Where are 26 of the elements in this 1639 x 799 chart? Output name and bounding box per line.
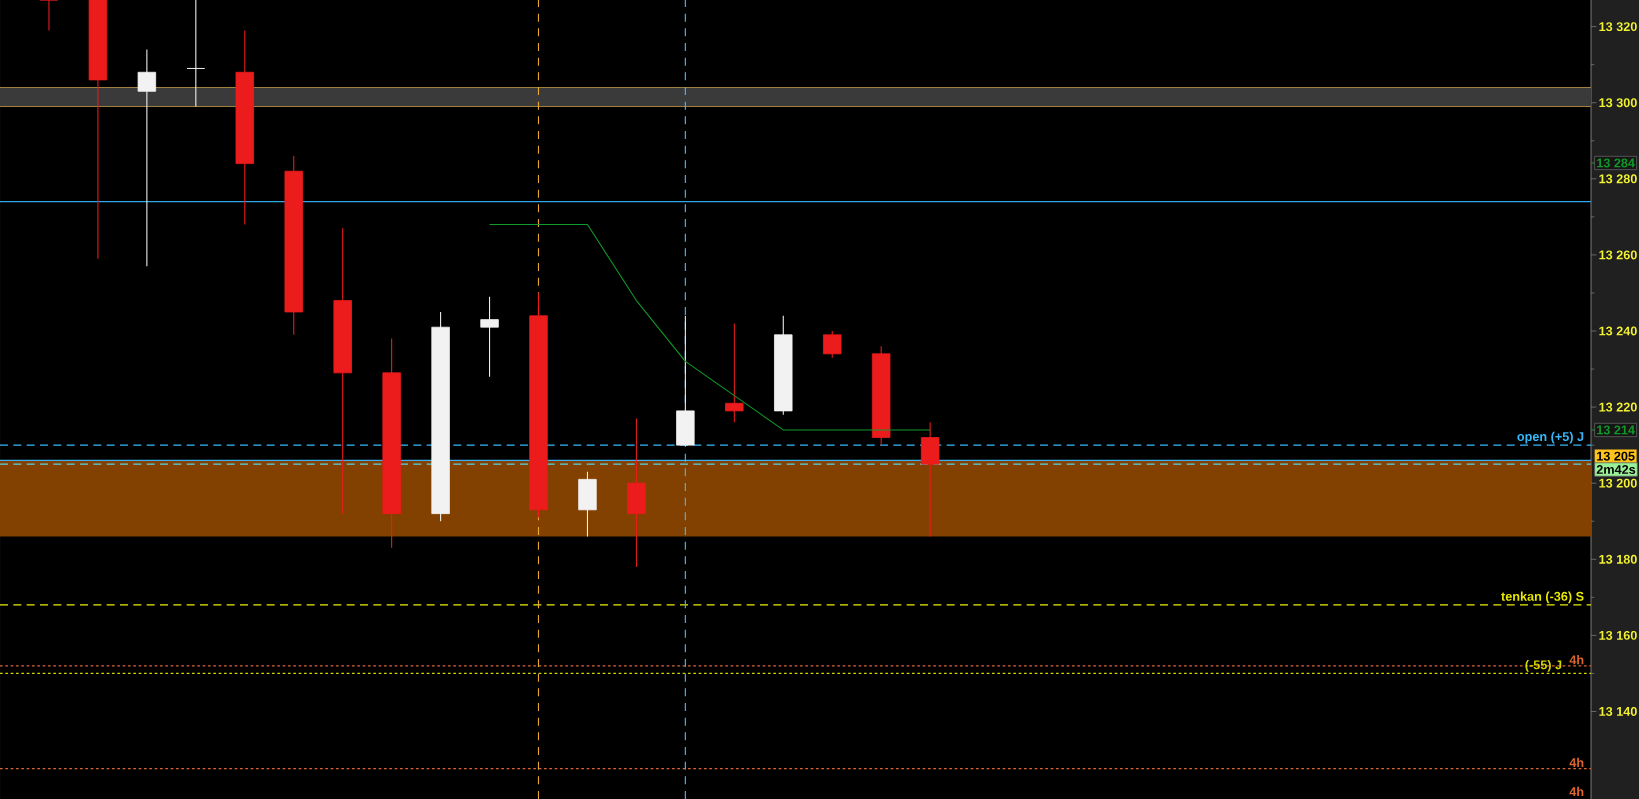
y-tick-label: 13 200 xyxy=(1599,478,1637,488)
candlestick xyxy=(725,322,744,423)
text: 13 214 xyxy=(1597,425,1635,435)
y-tick-label: 13 160 xyxy=(1599,630,1637,640)
text: 13 284 xyxy=(1597,158,1635,168)
y-tick-label: 13 280 xyxy=(1599,174,1637,184)
candlestick xyxy=(39,0,59,31)
candlestick xyxy=(823,330,842,359)
ref-line-label: 4h xyxy=(1569,655,1584,665)
ref-line-label: 13 205 xyxy=(1597,451,1635,461)
candlestick xyxy=(480,296,499,378)
y-tick-label: 13 240 xyxy=(1599,326,1637,336)
ref-line-label: (-55) J xyxy=(1525,660,1562,672)
candlestick xyxy=(137,48,157,267)
y-tick-label: 13 320 xyxy=(1599,22,1637,32)
y-tick-label: 13 220 xyxy=(1599,402,1637,412)
ref-line-label: tenkan (-36) S xyxy=(1501,591,1584,604)
ref-line-label: open (+5) J xyxy=(1517,431,1584,444)
y-tick-label: 13 180 xyxy=(1599,554,1637,564)
ref-line-label: 4h xyxy=(1569,757,1584,767)
y-tick-label: 13 140 xyxy=(1599,706,1637,716)
text: 2m42s xyxy=(1596,465,1636,474)
candlestick xyxy=(186,0,206,108)
annotation: 4h xyxy=(1569,786,1584,797)
y-tick-label: 13 260 xyxy=(1599,250,1637,260)
y-tick-label: 13 300 xyxy=(1599,98,1637,108)
